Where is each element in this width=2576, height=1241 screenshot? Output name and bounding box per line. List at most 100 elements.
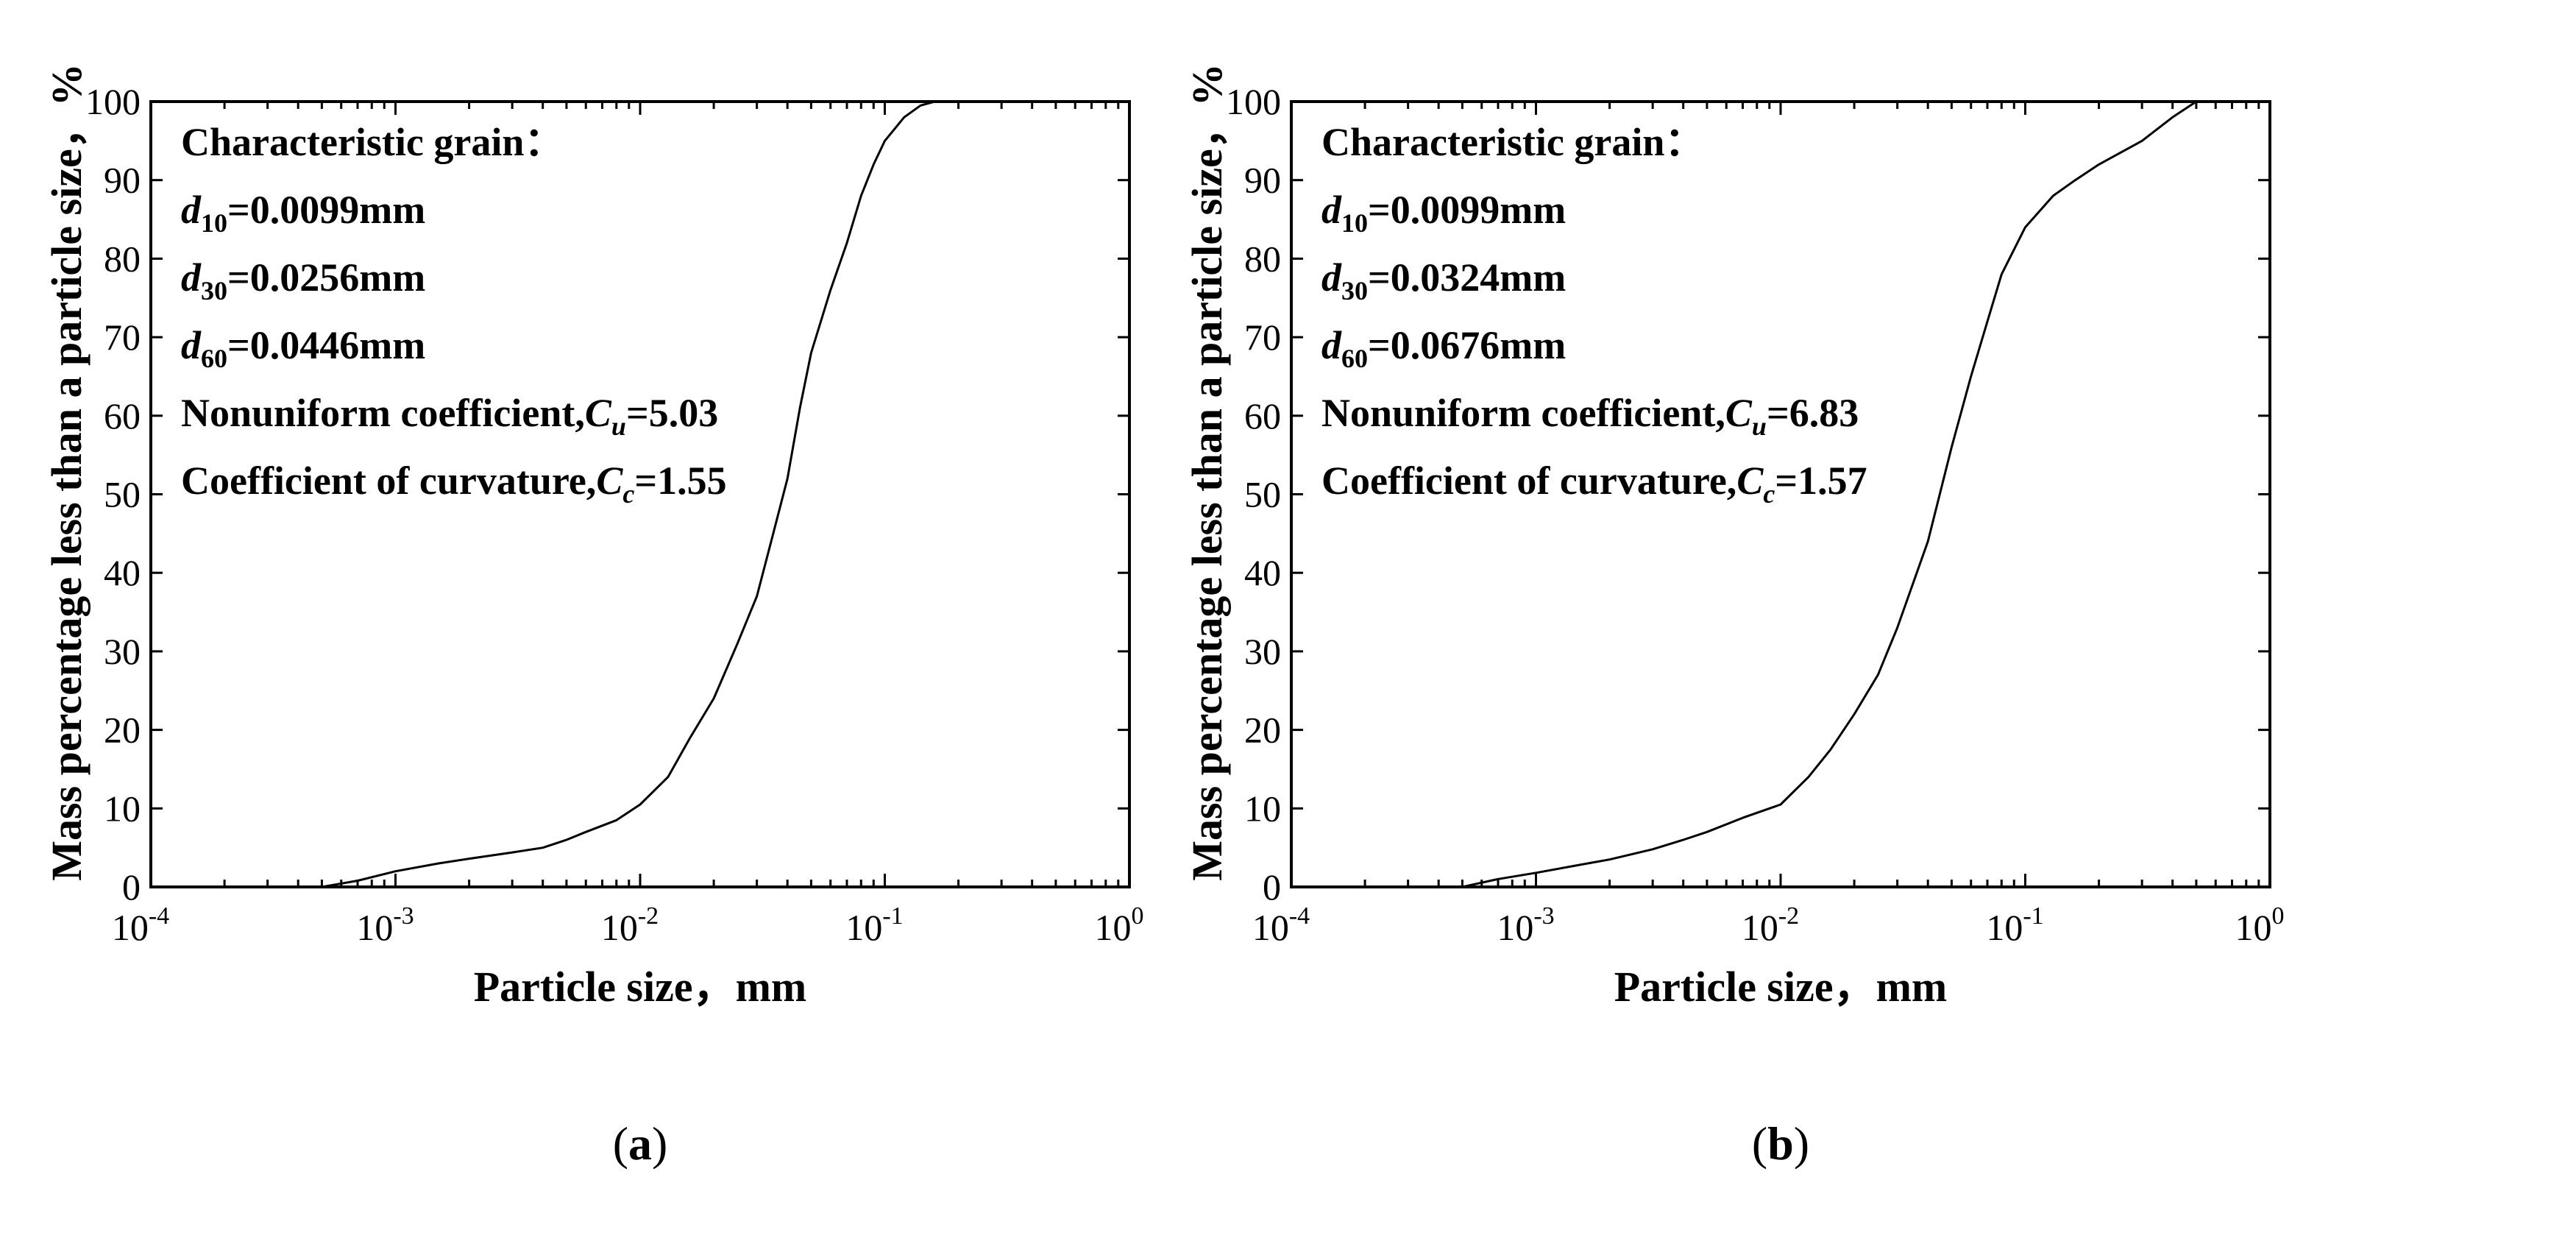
d-subscript: 60 bbox=[1341, 344, 1368, 373]
annotation-line: d30=0.0324mm bbox=[1321, 255, 1566, 305]
x-tick-label: 10-3 bbox=[1497, 902, 1554, 948]
d-value: =0.0446mm bbox=[227, 323, 425, 367]
annotation-line: d60=0.0446mm bbox=[181, 323, 425, 373]
y-tick-label: 80 bbox=[104, 238, 141, 279]
coefficient-value: =6.83 bbox=[1767, 391, 1859, 435]
annotation-line: d60=0.0676mm bbox=[1321, 323, 1566, 373]
caption-letter: b bbox=[1767, 1117, 1794, 1170]
x-tick-base: 10 bbox=[601, 907, 638, 948]
annotation-line: Coefficient of curvature,Cc=1.55 bbox=[181, 459, 727, 509]
y-tick-label: 10 bbox=[104, 788, 141, 829]
y-tick-label: 30 bbox=[1244, 631, 1281, 672]
y-tick-label: 10 bbox=[1244, 788, 1281, 829]
x-tick-exponent: -3 bbox=[393, 902, 414, 930]
y-tick-label: 50 bbox=[104, 474, 141, 515]
y-tick-label: 30 bbox=[104, 631, 141, 672]
y-tick-label: 100 bbox=[85, 81, 141, 122]
panel-caption: (a) bbox=[613, 1117, 668, 1170]
x-tick-base: 10 bbox=[845, 907, 882, 948]
x-tick-base: 10 bbox=[1252, 907, 1289, 948]
x-tick-label: 10-4 bbox=[112, 902, 169, 948]
x-tick-base: 10 bbox=[1497, 907, 1533, 948]
y-tick-label: 40 bbox=[1244, 552, 1281, 593]
annotation-line: Nonuniform coefficient,Cu=5.03 bbox=[181, 391, 718, 441]
x-tick-base: 10 bbox=[1742, 907, 1778, 948]
d-symbol: d bbox=[181, 323, 202, 367]
annotation-title: Characteristic grain： bbox=[1321, 120, 1704, 164]
caption-close: ) bbox=[1794, 1117, 1809, 1170]
x-tick-base: 10 bbox=[2235, 907, 2272, 948]
x-axis-label: Particle size，mm bbox=[474, 963, 807, 1011]
y-tick-label: 90 bbox=[104, 160, 141, 201]
x-tick-base: 10 bbox=[112, 907, 149, 948]
y-tick-label: 60 bbox=[104, 395, 141, 436]
d-subscript: 30 bbox=[201, 276, 227, 305]
annotation-line: d10=0.0099mm bbox=[181, 188, 425, 238]
coefficient-symbol: C bbox=[585, 391, 612, 435]
d-symbol: d bbox=[181, 188, 202, 232]
x-tick-label: 100 bbox=[2235, 902, 2285, 948]
x-tick-label: 10-4 bbox=[1252, 902, 1310, 948]
annotation-line: d10=0.0099mm bbox=[1321, 188, 1566, 238]
coefficient-subscript: c bbox=[1763, 479, 1775, 509]
y-axis-label: Mass percentage less than a particle siz… bbox=[1183, 63, 1231, 880]
coefficient-symbol: C bbox=[1736, 459, 1764, 503]
annotation-line: Coefficient of curvature,Cc=1.57 bbox=[1321, 459, 1867, 509]
coefficient-symbol: C bbox=[596, 459, 623, 503]
d-subscript: 60 bbox=[201, 344, 227, 373]
x-tick-label: 10-1 bbox=[1986, 902, 2043, 948]
coefficient-subscript: c bbox=[622, 479, 634, 509]
y-tick-label: 60 bbox=[1244, 395, 1281, 436]
x-tick-label: 10-1 bbox=[845, 902, 903, 948]
d-subscript: 10 bbox=[201, 208, 227, 238]
x-tick-label: 100 bbox=[1095, 902, 1144, 948]
d-value: =0.0324mm bbox=[1368, 255, 1566, 300]
coefficient-label: Coefficient of curvature, bbox=[181, 459, 596, 503]
grading-curve bbox=[322, 100, 935, 888]
coefficient-value: =1.55 bbox=[634, 459, 726, 503]
coefficient-label: Nonuniform coefficient, bbox=[1321, 391, 1725, 435]
x-tick-exponent: 0 bbox=[1132, 902, 1144, 930]
caption-close: ) bbox=[652, 1117, 667, 1170]
coefficient-value: =1.57 bbox=[1775, 459, 1867, 503]
annotation-line: Characteristic grain： bbox=[1321, 120, 1704, 164]
x-tick-exponent: -4 bbox=[149, 902, 169, 930]
y-tick-label: 70 bbox=[1244, 317, 1281, 358]
y-tick-label: 40 bbox=[104, 552, 141, 593]
x-tick-exponent: -4 bbox=[1289, 902, 1310, 930]
coefficient-subscript: u bbox=[1752, 411, 1767, 441]
coefficient-label: Coefficient of curvature, bbox=[1321, 459, 1736, 503]
x-tick-label: 10-2 bbox=[1742, 902, 1799, 948]
d-symbol: d bbox=[1321, 188, 1342, 232]
y-tick-label: 0 bbox=[1263, 866, 1281, 908]
caption-open: ( bbox=[1752, 1117, 1767, 1170]
annotation-title: Characteristic grain： bbox=[181, 120, 564, 164]
x-axis-label: Particle size，mm bbox=[1614, 963, 1948, 1011]
annotation-line: d30=0.0256mm bbox=[181, 255, 425, 305]
d-value: =0.0099mm bbox=[1368, 188, 1566, 232]
x-tick-label: 10-2 bbox=[601, 902, 659, 948]
coefficient-symbol: C bbox=[1725, 391, 1753, 435]
x-tick-exponent: -3 bbox=[1533, 902, 1554, 930]
x-tick-exponent: -2 bbox=[638, 902, 659, 930]
y-tick-label: 80 bbox=[1244, 238, 1281, 279]
x-tick-label: 10-3 bbox=[356, 902, 414, 948]
d-value: =0.0676mm bbox=[1368, 323, 1566, 367]
y-tick-label: 0 bbox=[122, 866, 141, 908]
y-tick-label: 100 bbox=[1226, 81, 1281, 122]
x-tick-exponent: -1 bbox=[882, 902, 903, 930]
y-tick-label: 20 bbox=[1244, 710, 1281, 751]
x-tick-base: 10 bbox=[356, 907, 393, 948]
y-axis-label: Mass percentage less than a particle siz… bbox=[43, 63, 91, 880]
d-subscript: 30 bbox=[1341, 276, 1368, 305]
x-tick-exponent: 0 bbox=[2272, 902, 2285, 930]
x-tick-exponent: -2 bbox=[1778, 902, 1799, 930]
panel-caption: (b) bbox=[1752, 1117, 1809, 1170]
coefficient-subscript: u bbox=[611, 411, 626, 441]
y-tick-label: 90 bbox=[1244, 160, 1281, 201]
x-tick-base: 10 bbox=[1095, 907, 1132, 948]
d-symbol: d bbox=[1321, 255, 1342, 300]
